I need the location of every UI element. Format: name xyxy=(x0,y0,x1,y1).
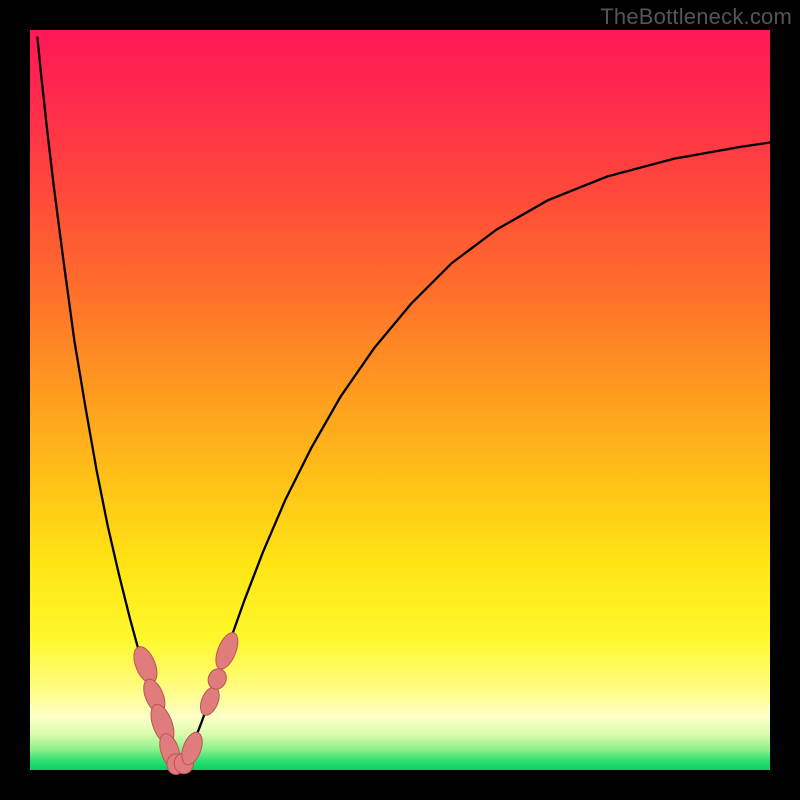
chart-root: TheBottleneck.com xyxy=(0,0,800,800)
watermark-text: TheBottleneck.com xyxy=(600,4,792,30)
bottleneck-chart xyxy=(0,0,800,800)
